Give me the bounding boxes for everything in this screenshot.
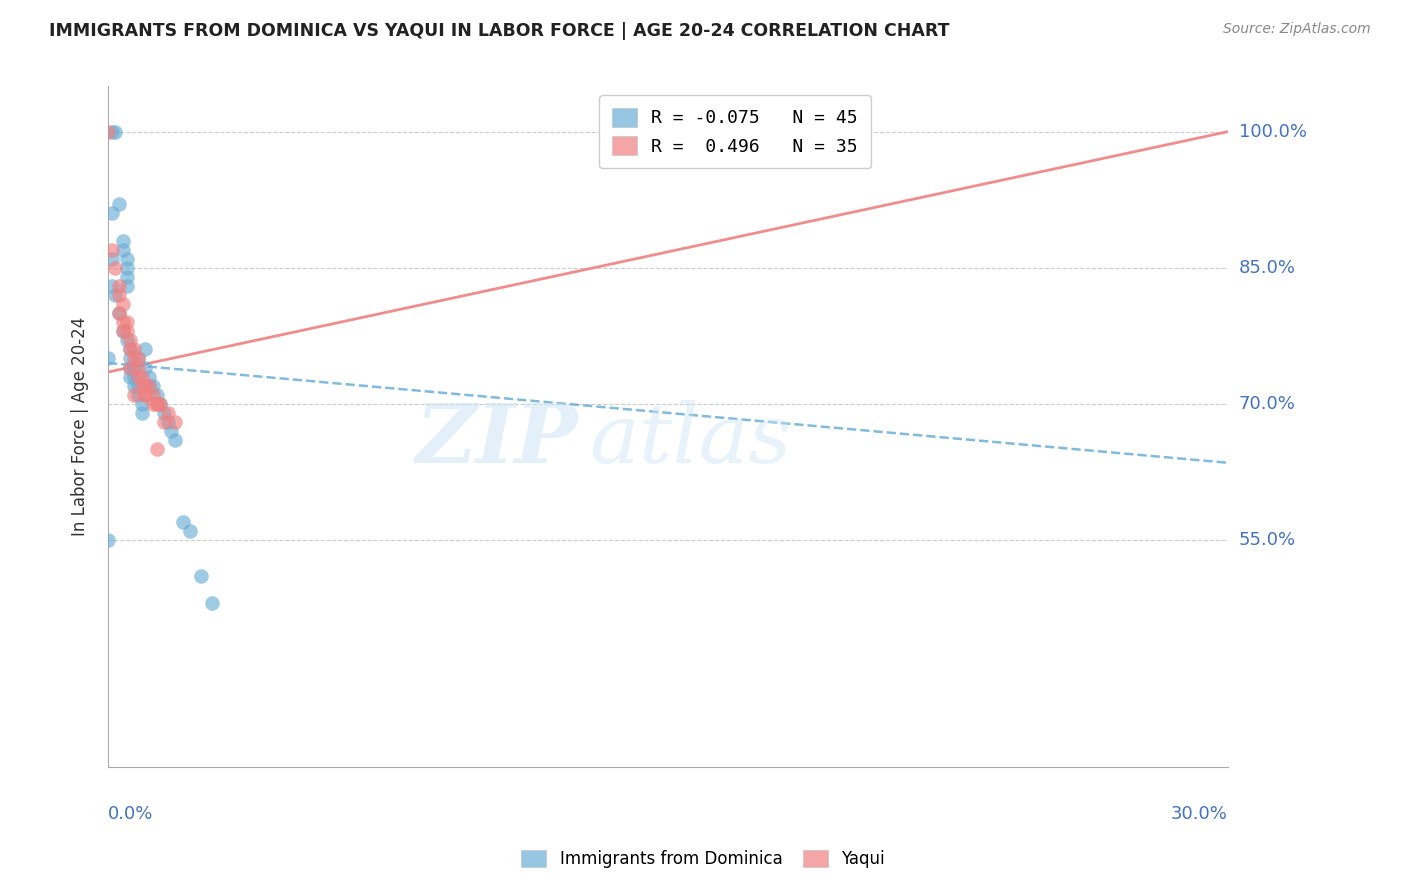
Point bbox=[115, 334, 138, 348]
Text: 0.0%: 0.0% bbox=[108, 805, 153, 823]
Text: atlas: atlas bbox=[589, 401, 792, 480]
Point bbox=[115, 279, 138, 293]
Point bbox=[111, 324, 134, 338]
Point bbox=[120, 369, 142, 384]
Point bbox=[149, 397, 172, 411]
Point bbox=[149, 397, 172, 411]
Point bbox=[104, 125, 127, 139]
Point bbox=[122, 369, 145, 384]
Point bbox=[100, 206, 122, 220]
Point bbox=[120, 360, 142, 375]
Point bbox=[120, 334, 142, 348]
Point bbox=[108, 306, 131, 320]
Point bbox=[145, 388, 167, 402]
Point bbox=[134, 343, 156, 357]
Point bbox=[142, 388, 165, 402]
Point bbox=[134, 378, 156, 392]
Point bbox=[138, 369, 160, 384]
Point bbox=[100, 252, 122, 266]
Point bbox=[122, 388, 145, 402]
Point bbox=[111, 243, 134, 257]
Point bbox=[156, 406, 179, 420]
Point bbox=[108, 288, 131, 302]
Point bbox=[115, 269, 138, 284]
Point bbox=[97, 125, 120, 139]
Text: IMMIGRANTS FROM DOMINICA VS YAQUI IN LABOR FORCE | AGE 20-24 CORRELATION CHART: IMMIGRANTS FROM DOMINICA VS YAQUI IN LAB… bbox=[49, 22, 949, 40]
Point bbox=[127, 378, 149, 392]
Point bbox=[142, 397, 165, 411]
Point bbox=[156, 415, 179, 429]
Point bbox=[108, 306, 131, 320]
Point bbox=[120, 360, 142, 375]
Point bbox=[127, 351, 149, 366]
Point bbox=[111, 324, 134, 338]
Point bbox=[100, 243, 122, 257]
Point bbox=[108, 197, 131, 211]
Point bbox=[165, 433, 187, 447]
Point bbox=[131, 406, 153, 420]
Point bbox=[115, 260, 138, 275]
Point bbox=[127, 388, 149, 402]
Point bbox=[122, 378, 145, 392]
Point bbox=[134, 388, 156, 402]
Text: 30.0%: 30.0% bbox=[1171, 805, 1227, 823]
Point bbox=[127, 369, 149, 384]
Point bbox=[190, 569, 212, 583]
Text: 55.0%: 55.0% bbox=[1239, 531, 1296, 549]
Point bbox=[172, 515, 194, 529]
Point bbox=[97, 351, 120, 366]
Point bbox=[165, 415, 187, 429]
Point bbox=[111, 234, 134, 248]
Point bbox=[97, 533, 120, 547]
Point bbox=[108, 279, 131, 293]
Point bbox=[120, 343, 142, 357]
Point bbox=[104, 260, 127, 275]
Point bbox=[142, 378, 165, 392]
Point bbox=[145, 397, 167, 411]
Text: 70.0%: 70.0% bbox=[1239, 395, 1295, 413]
Point bbox=[153, 415, 176, 429]
Text: Source: ZipAtlas.com: Source: ZipAtlas.com bbox=[1223, 22, 1371, 37]
Point bbox=[111, 297, 134, 311]
Point bbox=[131, 397, 153, 411]
Text: ZIP: ZIP bbox=[416, 401, 578, 480]
Point bbox=[115, 324, 138, 338]
Point bbox=[127, 351, 149, 366]
Point bbox=[145, 397, 167, 411]
Point bbox=[120, 343, 142, 357]
Point bbox=[115, 315, 138, 329]
Point bbox=[134, 360, 156, 375]
Point bbox=[179, 524, 201, 538]
Point bbox=[201, 596, 224, 610]
Point bbox=[131, 378, 153, 392]
Text: 100.0%: 100.0% bbox=[1239, 123, 1306, 141]
Point bbox=[122, 360, 145, 375]
Point bbox=[122, 343, 145, 357]
Point bbox=[122, 351, 145, 366]
Point bbox=[115, 252, 138, 266]
Legend: Immigrants from Dominica, Yaqui: Immigrants from Dominica, Yaqui bbox=[515, 843, 891, 875]
Point bbox=[100, 125, 122, 139]
Point bbox=[134, 388, 156, 402]
Point bbox=[111, 315, 134, 329]
Point bbox=[145, 442, 167, 457]
Point bbox=[138, 378, 160, 392]
Point bbox=[100, 279, 122, 293]
Point bbox=[127, 360, 149, 375]
Point bbox=[104, 288, 127, 302]
Point bbox=[131, 369, 153, 384]
Y-axis label: In Labor Force | Age 20-24: In Labor Force | Age 20-24 bbox=[72, 317, 89, 536]
Point bbox=[160, 424, 183, 438]
Point bbox=[153, 406, 176, 420]
Text: 85.0%: 85.0% bbox=[1239, 259, 1296, 277]
Legend: R = -0.075   N = 45, R =  0.496   N = 35: R = -0.075 N = 45, R = 0.496 N = 35 bbox=[599, 95, 870, 169]
Point bbox=[120, 351, 142, 366]
Point bbox=[138, 378, 160, 392]
